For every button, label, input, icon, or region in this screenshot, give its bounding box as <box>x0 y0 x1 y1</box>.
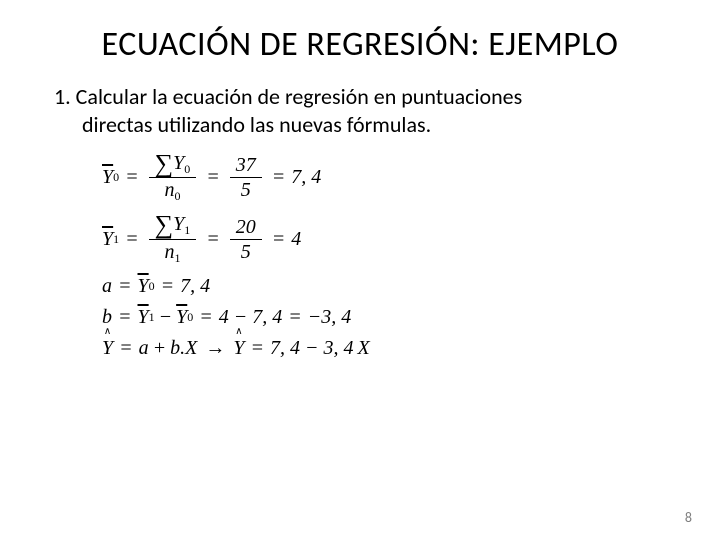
hat-icon: ∧ <box>235 326 242 337</box>
equals-icon: = <box>272 166 286 189</box>
ybar0-symbol: Y <box>102 166 113 189</box>
equation-final: ∧Y = a + b.X → ∧Y = 7, 4 − 3, 4 X <box>102 337 672 360</box>
equals-icon: = <box>119 337 133 360</box>
equations-block: Y0 = ∑Y0 n0 = 37 5 = 7, 4 Y1 = ∑Y1 n1 = <box>48 152 672 360</box>
equals-icon: = <box>288 306 302 329</box>
a-result: 7, 4 <box>180 275 210 298</box>
a-symbol: a <box>102 275 112 298</box>
equals-icon: = <box>272 228 286 251</box>
equation-b: b = Y1 − Y0 = 4 − 7, 4 = −3, 4 <box>102 306 672 329</box>
frac-20-5: 20 5 <box>230 216 262 263</box>
frac-sigma-y0: ∑Y0 n0 <box>149 152 197 203</box>
ybar0-result: 7, 4 <box>291 166 321 189</box>
hat-icon: ∧ <box>104 326 111 337</box>
frac-sigma-y1: ∑Y1 n1 <box>149 213 197 264</box>
equation-ybar0: Y0 = ∑Y0 n0 = 37 5 = 7, 4 <box>102 152 672 203</box>
frac-37-5: 37 5 <box>230 154 262 201</box>
sigma-icon: ∑ <box>155 152 174 175</box>
equals-icon: = <box>206 166 220 189</box>
body-line-1: 1. Calcular la ecuación de regresión en … <box>54 83 522 110</box>
equals-icon: = <box>250 337 264 360</box>
page-number: 8 <box>685 509 692 526</box>
final-coeffs: 7, 4 − 3, 4 <box>270 337 354 360</box>
equals-icon: = <box>206 228 220 251</box>
ybar1-result: 4 <box>291 228 301 251</box>
ybar1-symbol: Y <box>102 228 113 251</box>
equals-icon: = <box>118 275 132 298</box>
arrow-icon: → <box>205 337 225 360</box>
equals-icon: = <box>161 275 175 298</box>
ybar1-sub: 1 <box>113 232 119 247</box>
slide: ECUACIÓN DE REGRESIÓN: EJEMPLO 1. Calcul… <box>0 0 720 540</box>
body-text: 1. Calcular la ecuación de regresión en … <box>48 83 672 138</box>
body-line-2: directas utilizando las nuevas fórmulas. <box>54 111 672 139</box>
equals-icon: = <box>199 306 213 329</box>
yhat-symbol-2: ∧Y <box>233 337 244 360</box>
equation-a: a = Y0 = 7, 4 <box>102 275 672 298</box>
final-x: X <box>357 337 369 360</box>
equals-icon: = <box>118 306 132 329</box>
equals-icon: = <box>125 228 139 251</box>
yhat-symbol: ∧Y <box>102 337 113 360</box>
b-result: −3, 4 <box>308 306 352 329</box>
equals-icon: = <box>125 166 139 189</box>
slide-title: ECUACIÓN DE REGRESIÓN: EJEMPLO <box>48 24 672 65</box>
b-mid: 4 − 7, 4 <box>219 306 283 329</box>
ybar0-sub: 0 <box>113 170 119 185</box>
sigma-icon: ∑ <box>155 213 174 236</box>
equation-ybar1: Y1 = ∑Y1 n1 = 20 5 = 4 <box>102 213 672 264</box>
